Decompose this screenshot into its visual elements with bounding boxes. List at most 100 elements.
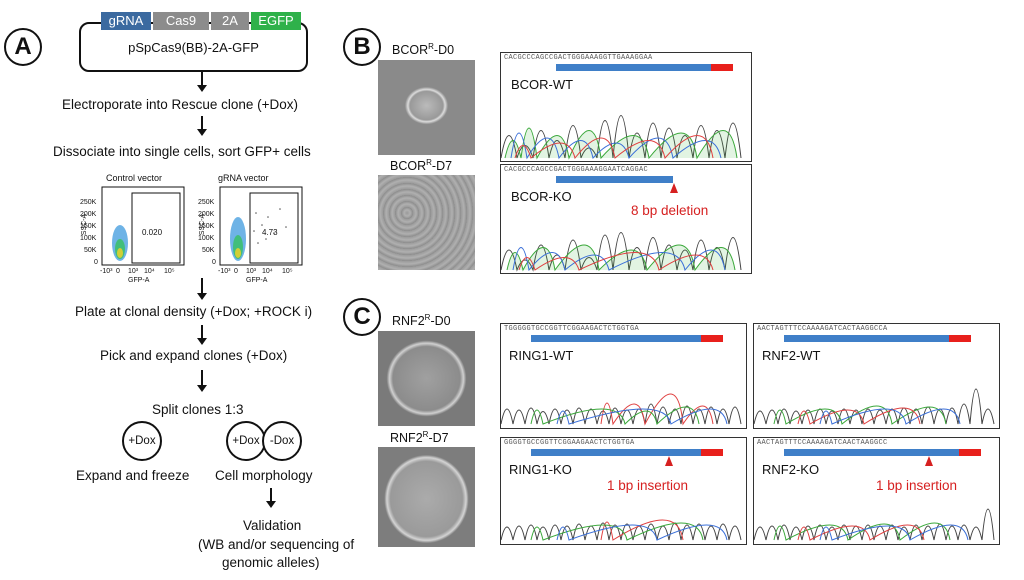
step-electroporate: Electroporate into Rescue clone (+Dox) [62,97,298,112]
facs-plot-grna: gRNA vector 4.73 SSC-A GFP-A 250K 200K 1… [198,173,308,284]
sgrna-bar [784,449,959,456]
micro-image-rnf2-d0 [378,331,475,426]
flow-arrow [197,278,207,300]
micro-label-rnf2-d7: RNF2R-D7 [390,430,449,445]
facs-ytick: 100K [198,235,215,242]
circle-plus-dox-2: +Dox [226,421,266,461]
micro-label-rnf2-d0: RNF2R-D0 [392,313,451,328]
facs-xtick: 10³ [128,268,139,275]
micro-label-main: RNF2 [390,431,423,446]
micro-label-main: BCOR [390,159,427,174]
plasmid-segment-grna: gRNA [101,12,151,30]
flow-arrow [197,72,207,92]
micro-label-tail: -D0 [433,43,455,58]
flow-arrow [197,370,207,392]
pam-bar [701,335,723,342]
facs-xtick: -10³ [100,268,113,275]
circle-minus-dox: -Dox [262,421,302,461]
step-expand-freeze: Expand and freeze [76,468,190,483]
panel-a-label: A [4,28,42,66]
circle-minus-dox-label: -Dox [269,435,295,447]
flow-arrow [197,116,207,136]
facs-ytick: 150K [80,223,97,230]
trace-rnf2-wt: AACTAGTTTCCAAAAGATCACTAAGGCCA RNF2-WT [753,323,1000,429]
facs-xtick: -10³ [218,268,231,275]
facs-plot-control: Control vector 0.020 SSC-A GFP-A 250K 20… [80,173,190,284]
sgrna-bar [556,64,711,71]
facs-ytick: 0 [94,259,98,266]
micro-label-main: BCOR [392,43,429,58]
facs-ytick: 250K [198,199,215,206]
circle-plus-dox: +Dox [122,421,162,461]
step-validation: Validation [243,518,302,533]
trace-sequence: CACGCCCAGCCGACTGGGAAAGGTTGAAAGGAA [504,54,653,62]
facs-gate-value-grna: 4.73 [262,228,278,237]
trace-sequence: GGGGTGCCGGTTCGGAAGAACTCTGGTGA [504,439,635,447]
micro-label-main: RNF2 [392,314,425,329]
step-plate: Plate at clonal density (+Dox; +ROCK i) [75,304,313,319]
step-pick: Pick and expand clones (+Dox) [100,348,288,363]
micro-image-rnf2-d7 [378,447,475,547]
facs-grna-svg [219,186,303,266]
mutation-note-bcor: 8 bp deletion [631,203,709,218]
step-validation-detail-1: (WB and/or sequencing of [198,537,355,552]
mutation-note-ring1: 1 bp insertion [607,478,689,493]
plasmid-segment-egfp: EGFP [251,12,301,30]
facs-control-svg [101,186,185,266]
trace-label-bcor-wt: BCOR-WT [511,77,574,92]
facs-ytick: 50K [84,247,97,254]
plasmid-name: pSpCas9(BB)-2A-GFP [128,40,259,55]
chromatogram-ring1-wt [501,393,742,426]
panel-c-label: C [343,298,381,336]
plasmid-diagram: gRNA Cas9 2A EGFP pSpCas9(BB)-2A-GFP [79,12,308,72]
trace-ring1-ko: GGGGTGCCGGTTCGGAAGAACTCTGGTGA RING1-KO 1… [500,437,747,545]
trace-label-ring1-wt: RING1-WT [509,348,574,363]
facs-xtick: 0 [116,268,120,275]
facs-ytick: 200K [198,211,215,218]
mutation-note-rnf2: 1 bp insertion [876,478,958,493]
facs-ytick: 100K [80,235,97,242]
micro-label-sup: R [426,158,432,167]
trace-label-rnf2-wt: RNF2-WT [762,348,821,363]
trace-label-bcor-ko: BCOR-KO [511,189,572,204]
sgrna-bar [784,335,949,342]
trace-bcor-wt: CACGCCCAGCCGACTGGGAAAGGTTGAAAGGAA BCOR-W… [500,52,752,162]
facs-ytick: 150K [198,223,215,230]
facs-xaxis-label: GFP-A [246,277,268,284]
trace-sequence: AACTAGTTTCCAAAAGATCAACTAAGGCC [757,439,888,447]
trace-bcor-ko: CACGCCCAGCCGACTGGGAAAGGAATCAGGAC BCOR-KO… [500,164,752,274]
facs-ytick: 0 [212,259,216,266]
trace-ring1-wt: TGGGGGTGCCGGTTCGGAAGACTCTGGTGA RING1-WT [500,323,747,429]
step-split: Split clones 1:3 [152,402,244,417]
facs-xtick: 10⁵ [282,268,293,275]
facs-ytick: 250K [80,199,97,206]
panel-c-text: C [353,303,371,330]
trace-label-ring1-ko: RING1-KO [509,462,572,477]
step-morphology: Cell morphology [215,468,313,483]
micro-label-tail: -D7 [428,431,449,446]
trace-sequence: AACTAGTTTCCAAAAGATCACTAAGGCCA [757,325,888,333]
micro-label-tail: -D7 [431,159,453,174]
micro-label-bcor-d7: BCORR-D7 [390,158,452,173]
trace-sequence: TGGGGGTGCCGGTTCGGAAGACTCTGGTGA [504,325,640,333]
flow-arrow [266,488,276,508]
panel-a-text: A [14,33,32,60]
facs-ytick: 50K [202,247,215,254]
micro-label-sup: R [428,42,434,51]
circle-plus-dox-label: +Dox [128,435,156,447]
facs-xtick: 10⁴ [262,268,273,275]
facs-xtick: 10⁴ [144,268,155,275]
chromatogram-rnf2-ko [754,508,995,541]
plasmid-segment-2a: 2A [211,12,249,30]
sgrna-bar [556,176,673,183]
facs-title-control: Control vector [106,173,163,183]
chromatogram-ring1-ko [501,519,742,541]
sgrna-bar [531,335,701,342]
cut-site-marker-icon [925,456,933,466]
micro-image-bcor-d0 [378,60,475,155]
plasmid-segment-cas9: Cas9 [153,12,209,30]
trace-label-rnf2-ko: RNF2-KO [762,462,820,477]
pam-bar [701,449,723,456]
facs-ytick: 200K [80,211,97,218]
step-validation-detail-2: genomic alleles) [222,555,320,570]
